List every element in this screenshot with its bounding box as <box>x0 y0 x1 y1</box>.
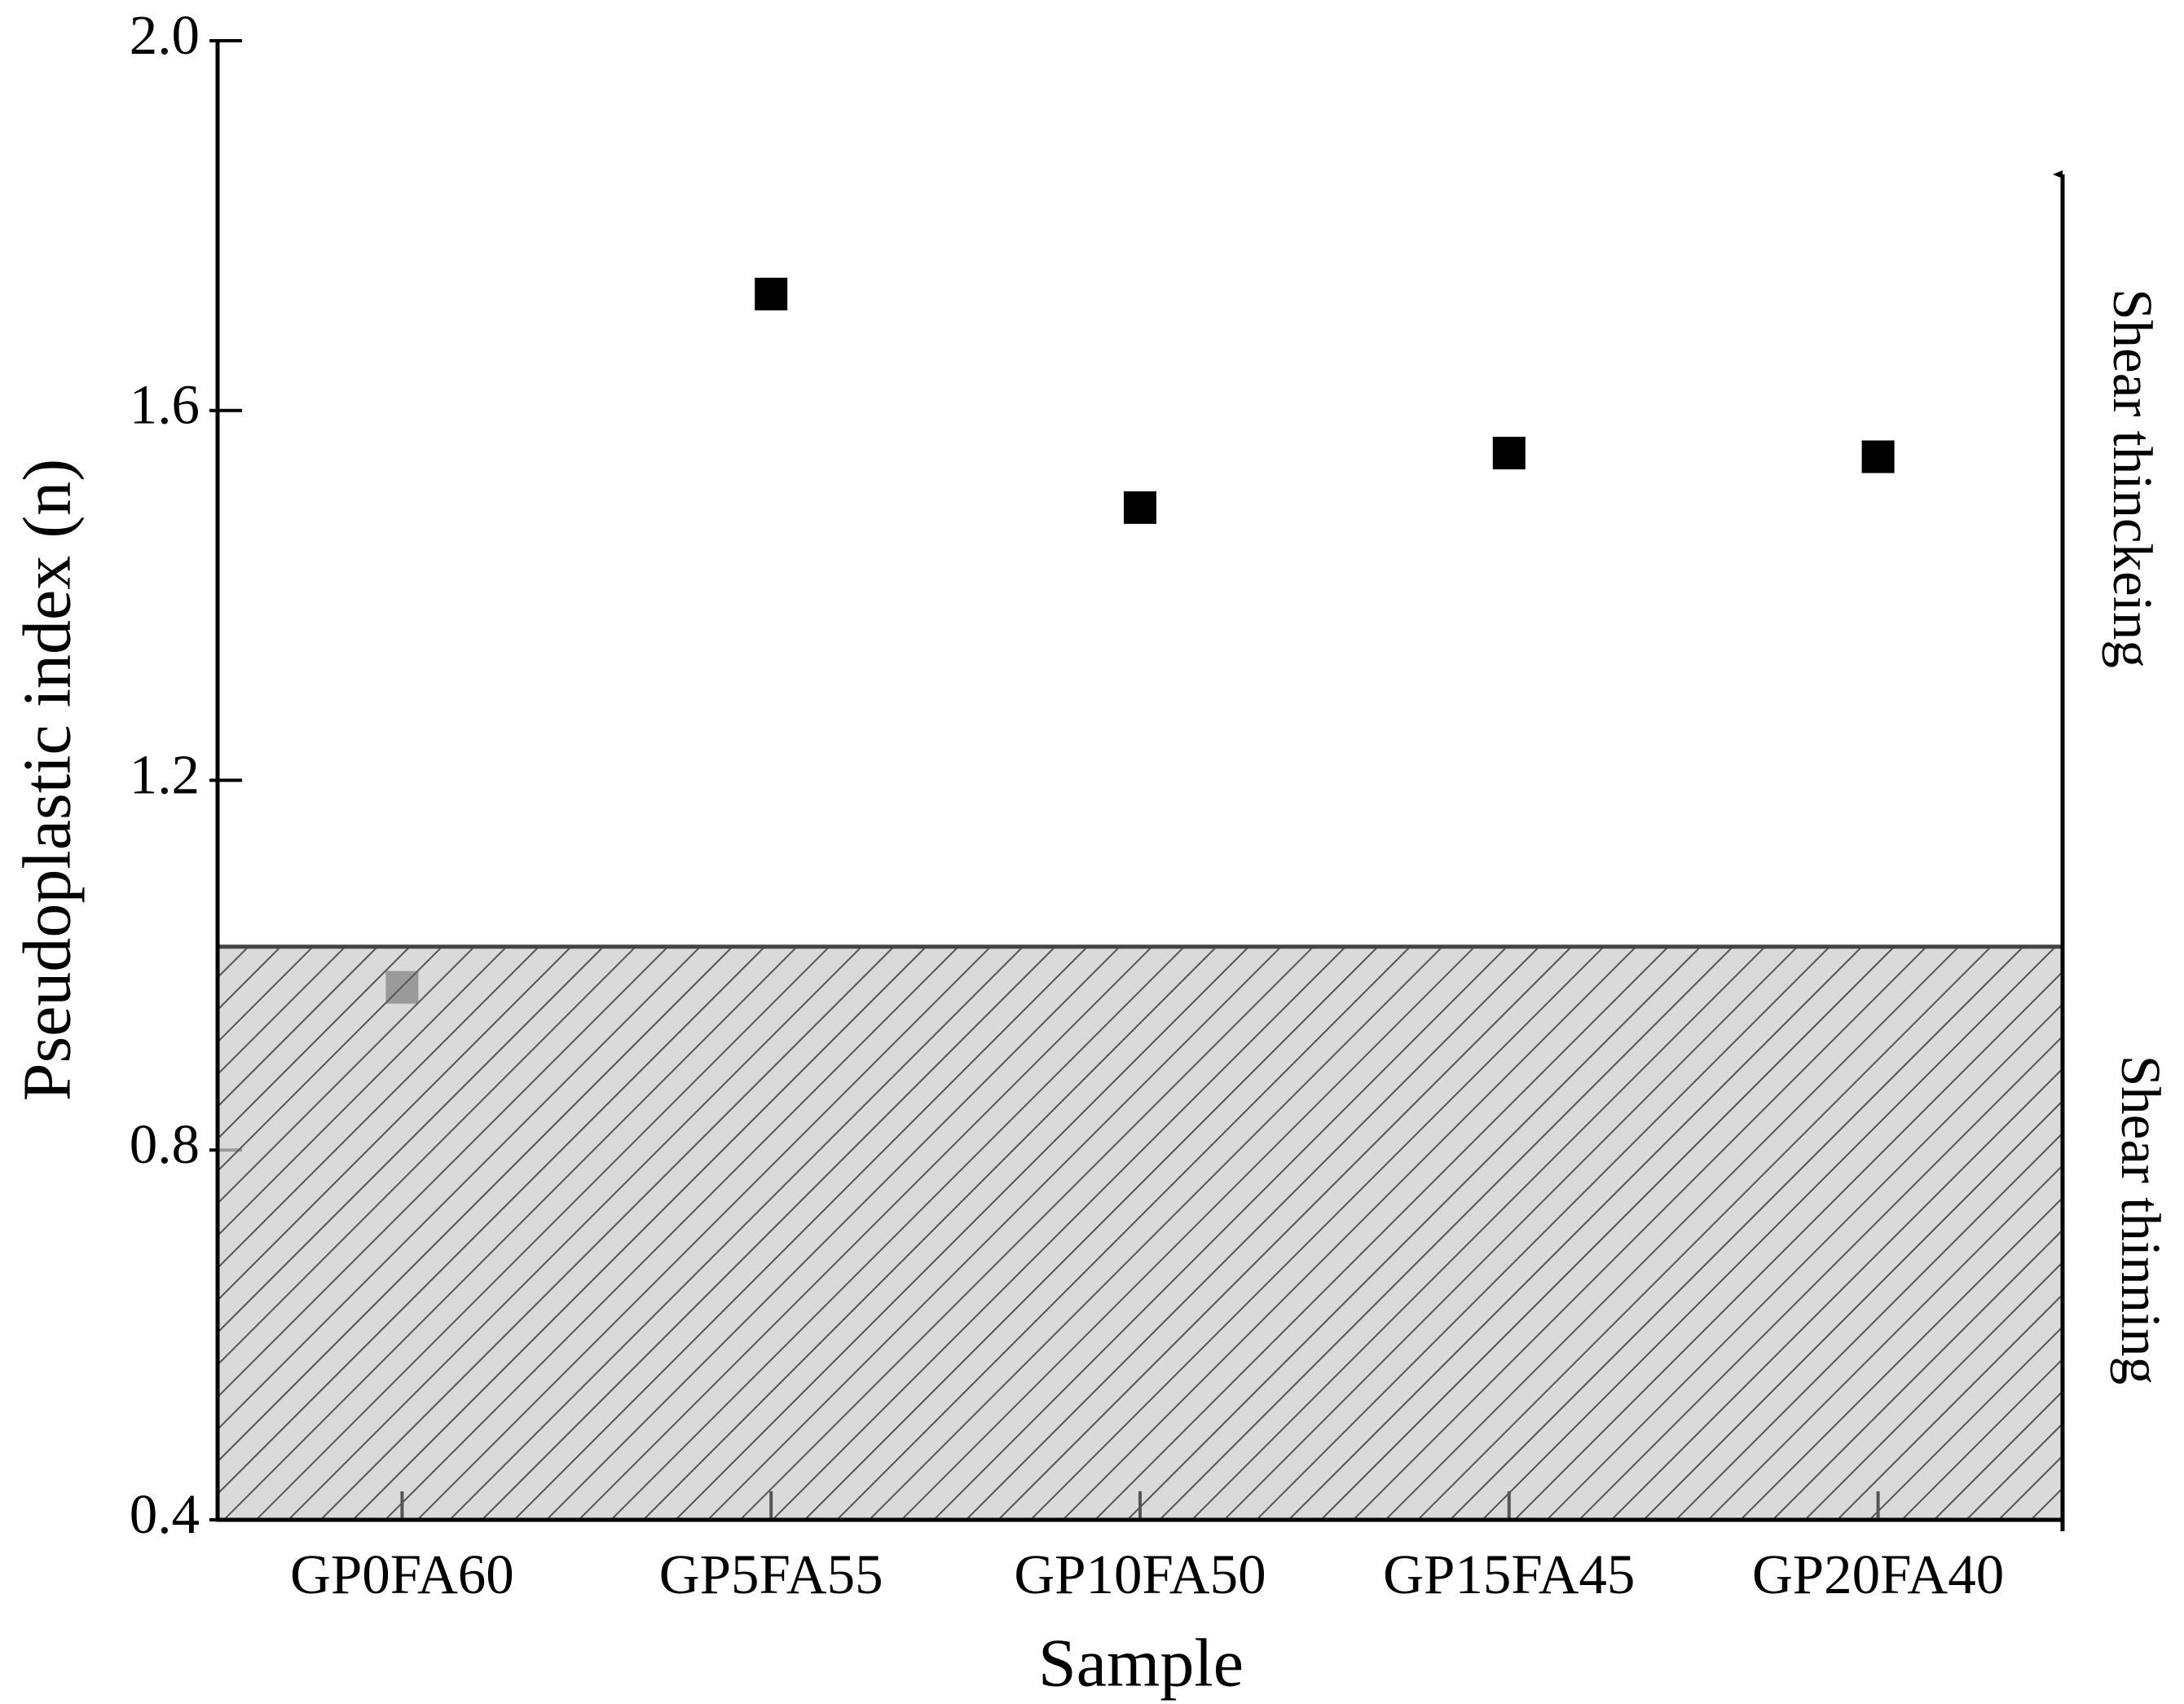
x-tick-label: GP0FA60 <box>290 1543 514 1605</box>
x-tick-label: GP5FA55 <box>659 1543 883 1605</box>
y-tick-label: 1.6 <box>130 374 200 436</box>
y-tick-label: 2.0 <box>130 4 200 66</box>
y-tick-label: 1.2 <box>130 743 200 805</box>
y-axis-title: Pseudoplastic index (n) <box>9 459 85 1102</box>
x-tick-label: GP15FA45 <box>1383 1543 1635 1605</box>
annotation: Shear thinckeing <box>2102 288 2164 668</box>
marker <box>1492 436 1526 469</box>
x-tick-label: GP20FA40 <box>1752 1543 2004 1605</box>
y-tick-label: 0.8 <box>130 1113 200 1175</box>
x-axis-title: Sample <box>1038 1625 1244 1701</box>
x-tick-label: GP10FA50 <box>1014 1543 1266 1605</box>
marker <box>755 277 788 310</box>
shear-thinning-region <box>215 944 2065 1522</box>
marker <box>1861 440 1895 473</box>
annotation: Shear thinning <box>2110 1055 2172 1385</box>
y-tick-label: 0.4 <box>130 1483 200 1545</box>
marker <box>1124 491 1156 524</box>
